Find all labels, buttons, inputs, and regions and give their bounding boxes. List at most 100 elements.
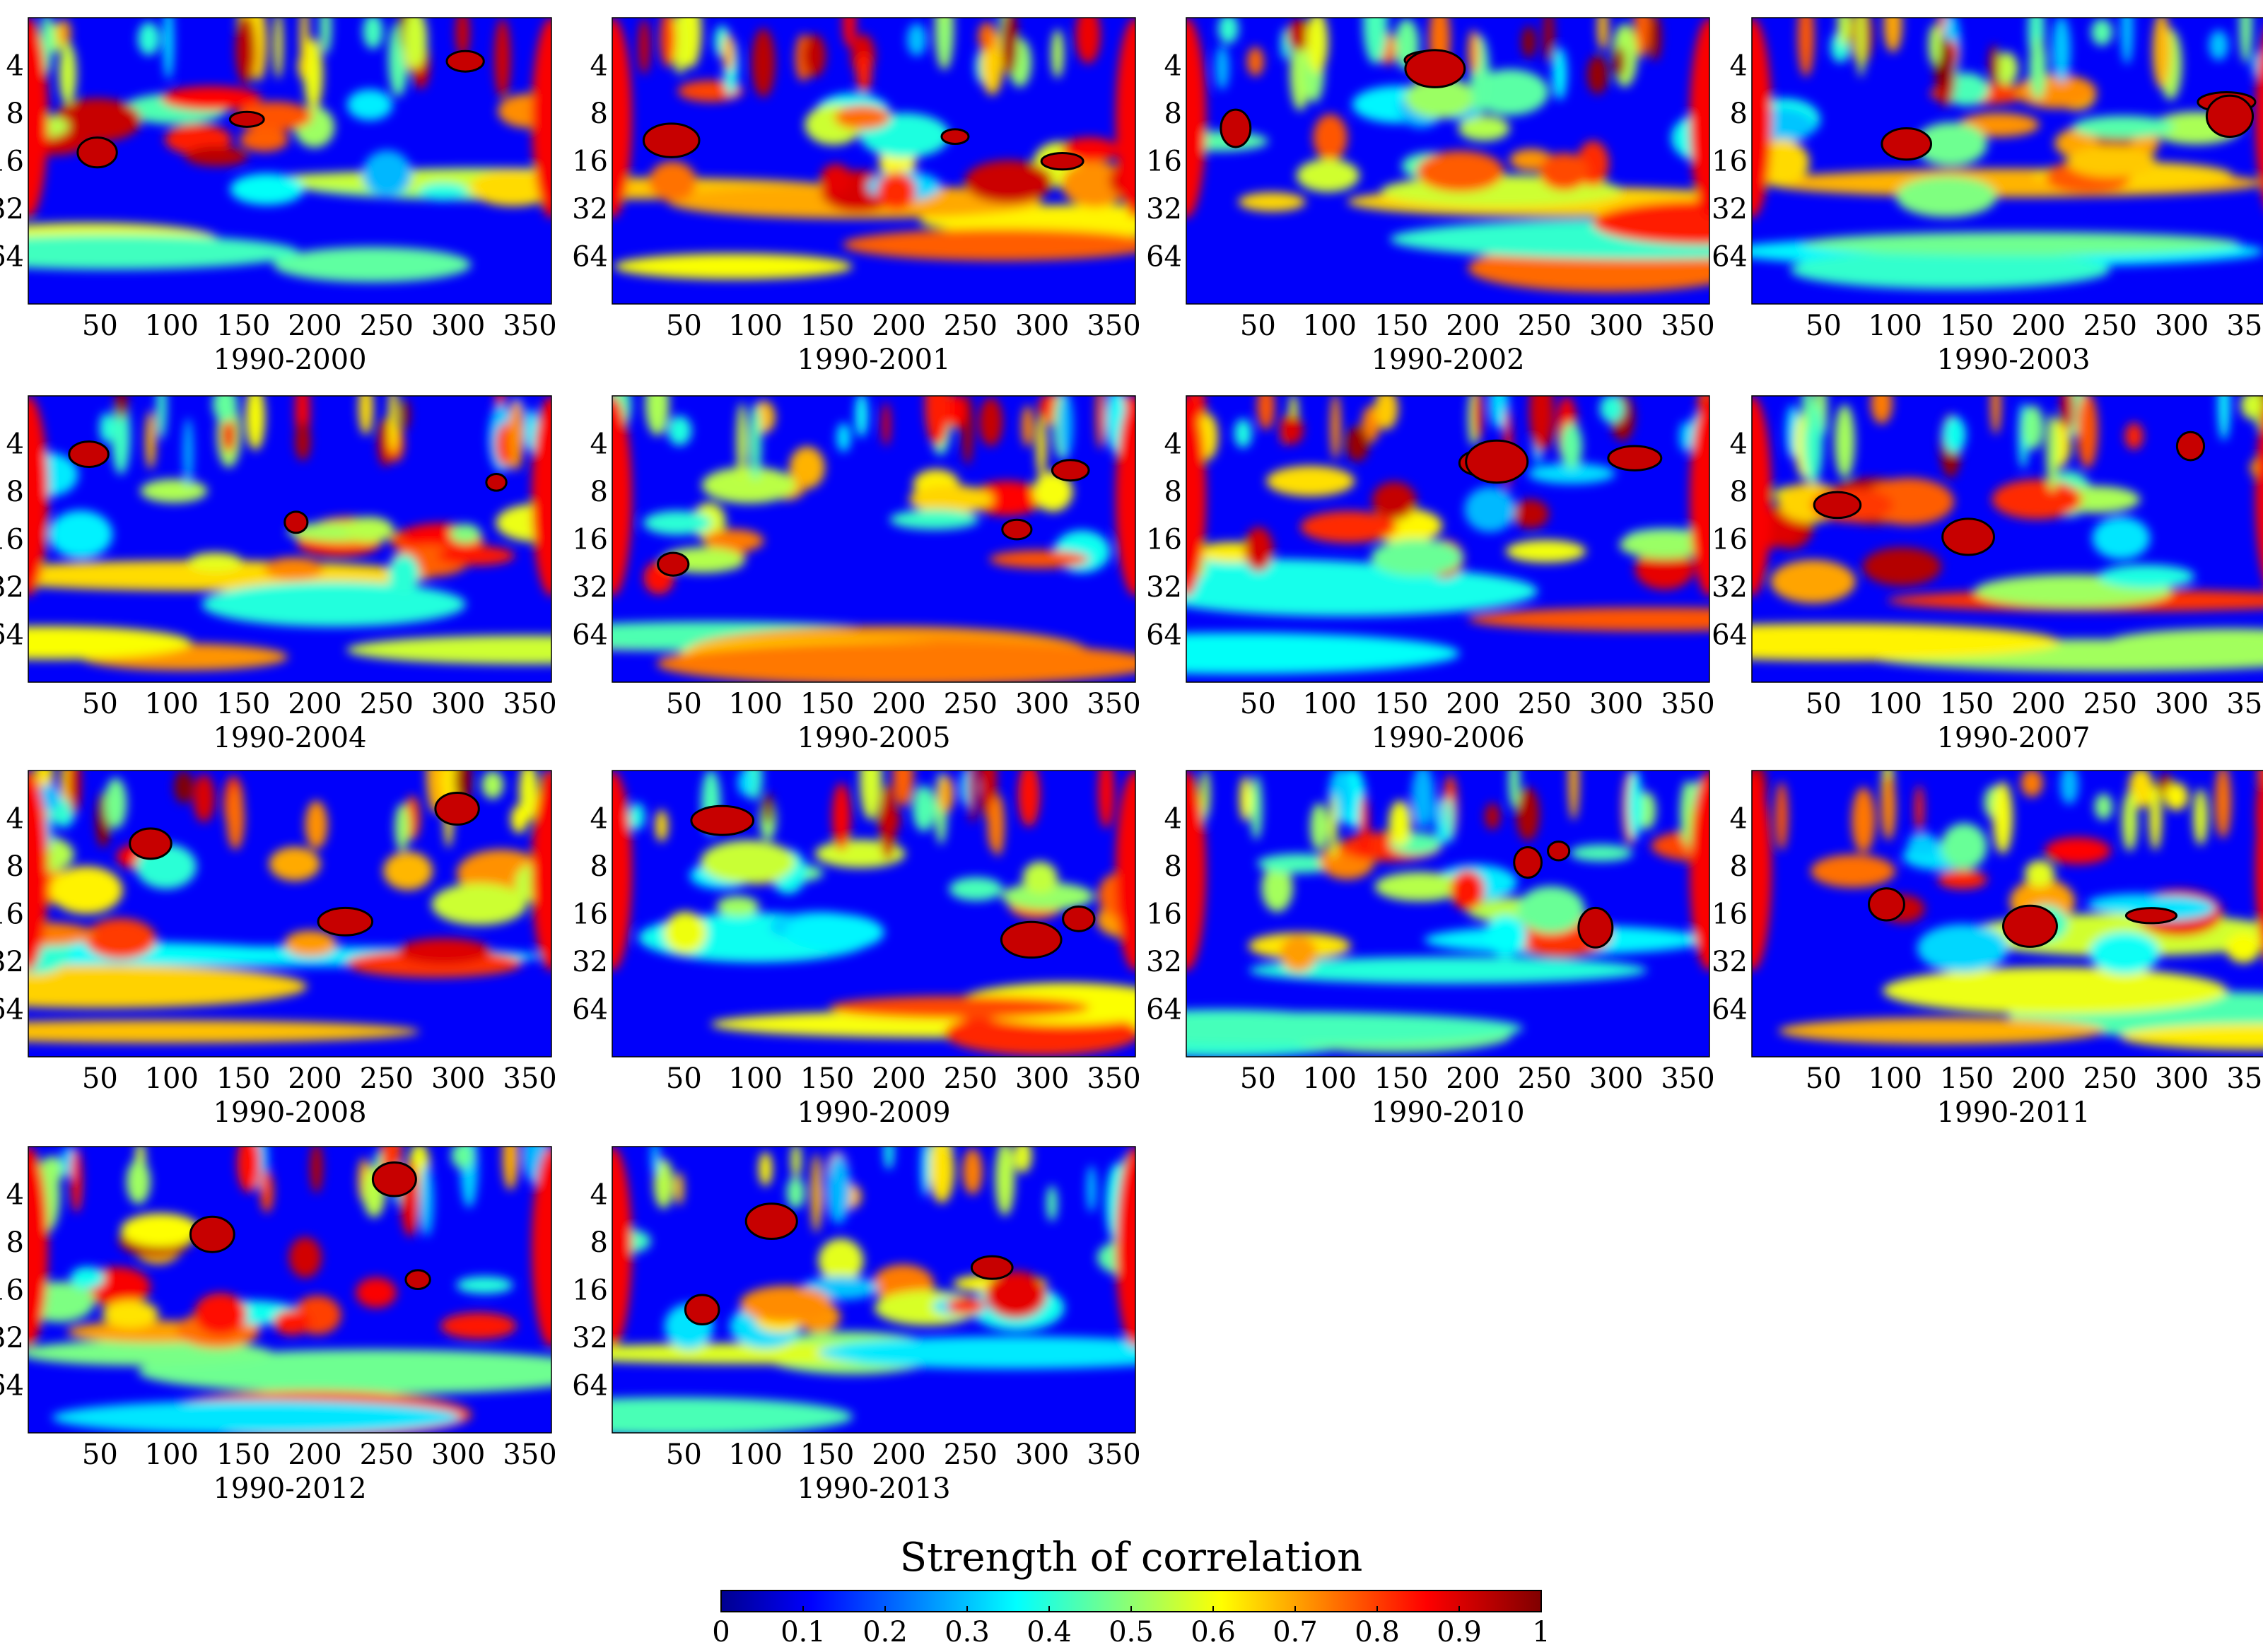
coherence-blob <box>1770 559 1856 604</box>
y-tick-label: 16 <box>572 898 608 931</box>
coherence-streak <box>723 34 735 72</box>
edge-left <box>28 396 48 597</box>
coherence-blob <box>784 913 884 951</box>
coherence-streak <box>2052 18 2071 83</box>
x-tick-label: 50 <box>1240 310 1276 342</box>
coherence-blob <box>2015 74 2097 109</box>
x-tick-label: 200 <box>2011 1062 2065 1095</box>
coherence-blob <box>889 509 979 530</box>
y-tick-label: 16 <box>0 146 24 178</box>
significance-contour <box>371 1161 417 1197</box>
coherence-blob <box>1512 499 1549 529</box>
coherence-streak <box>749 404 761 480</box>
coherence-field <box>1752 396 2263 672</box>
x-tick-label: 300 <box>2155 310 2209 342</box>
x-tick-label: 100 <box>729 1062 783 1095</box>
x-tick-label: 350 <box>1661 1062 1714 1095</box>
coherence-streak <box>1568 771 1579 821</box>
coherence-blob <box>28 452 78 497</box>
y-tick-label: 32 <box>1712 193 1748 225</box>
coherence-blob <box>1450 869 1485 910</box>
coherence-streak <box>1013 1147 1032 1173</box>
significance-contour <box>404 1269 431 1290</box>
coherence-blob <box>1372 481 1417 520</box>
y-tick-label: 8 <box>590 98 608 130</box>
coherence-blob <box>1416 151 1504 192</box>
coherence-blob <box>1261 864 1293 913</box>
x-tick-label: 50 <box>82 688 118 720</box>
x-tick-label: 300 <box>1015 310 1069 342</box>
coherence-band <box>28 626 192 660</box>
coherence-streak <box>1359 795 1369 859</box>
panel-title: 1990-2011 <box>1936 1096 2090 1129</box>
x-tick-label: 150 <box>1940 310 1994 342</box>
coherence-streak <box>2218 396 2230 441</box>
y-tick-label: 4 <box>590 803 608 836</box>
coherence-blob <box>388 553 420 594</box>
coherence-blob <box>877 172 916 210</box>
panel-title: 1990-2008 <box>213 1096 366 1129</box>
significance-contour <box>434 791 480 826</box>
significance-contour <box>189 1215 235 1253</box>
x-tick-label: 150 <box>1374 688 1428 720</box>
y-tick-label: 8 <box>590 476 608 508</box>
panel-frame <box>1751 770 2263 1058</box>
coherence-streak <box>1989 45 1999 85</box>
coherence-blob <box>1484 915 1527 957</box>
coherence-streak <box>1529 396 1554 452</box>
y-tick-label: 64 <box>572 619 608 652</box>
x-tick-label: 200 <box>1446 688 1499 720</box>
coherence-streak <box>1516 787 1540 841</box>
coherence-blob <box>1505 539 1586 563</box>
coherence-blob <box>643 510 712 535</box>
coherence-streak <box>1036 415 1047 479</box>
coherence-blob <box>1992 479 2082 520</box>
edge-right <box>532 1147 551 1347</box>
coherence-band <box>612 1397 853 1433</box>
coherence-field <box>612 771 1135 1056</box>
y-tick-label: 32 <box>0 571 24 604</box>
panel-frame <box>28 17 552 305</box>
coherence-streak <box>226 786 245 850</box>
coherence-streak <box>920 1147 930 1197</box>
coherence-band <box>1249 956 1647 984</box>
coherence-blob <box>288 1237 322 1278</box>
y-tick-label: 64 <box>0 619 24 652</box>
coherence-streak <box>221 417 236 453</box>
y-tick-label: 64 <box>0 241 24 274</box>
coherence-streak <box>2152 18 2171 88</box>
edge-left <box>612 396 632 597</box>
coherence-streak <box>1234 418 1252 448</box>
x-tick-label: 200 <box>872 310 925 342</box>
coherence-blob <box>440 1312 517 1340</box>
colorbar-tick-label: 0.4 <box>1027 1616 1072 1648</box>
coherence-streak <box>303 38 323 111</box>
x-tick-label: 100 <box>1303 310 1357 342</box>
colorbar-tick-label: 0.8 <box>1355 1616 1400 1648</box>
y-tick-label: 64 <box>1146 241 1182 274</box>
panel-plot <box>1752 18 2263 304</box>
panel-title: 1990-2013 <box>797 1472 950 1505</box>
x-tick-label: 350 <box>1087 310 1140 342</box>
coherence-streak <box>2060 771 2078 804</box>
coherence-band <box>346 635 551 664</box>
x-tick-label: 250 <box>944 1062 998 1095</box>
y-tick-label: 64 <box>572 1370 608 1402</box>
coherence-streak <box>1290 35 1311 111</box>
x-tick-label: 150 <box>1940 1062 1994 1095</box>
coherence-blob <box>1022 861 1058 894</box>
x-tick-label: 150 <box>1374 1062 1428 1095</box>
y-tick-label: 64 <box>0 1370 24 1402</box>
coherence-field <box>28 18 551 283</box>
significance-contour <box>1062 906 1096 932</box>
y-tick-label: 16 <box>0 524 24 556</box>
coherence-streak <box>860 771 882 821</box>
panel-frame <box>1186 395 1710 683</box>
coherence-streak <box>1411 771 1434 828</box>
coherence-streak <box>1943 416 1966 453</box>
y-tick-label: 16 <box>1146 898 1182 931</box>
significance-contour <box>2175 430 2206 462</box>
coherence-streak <box>1883 18 1902 53</box>
x-tick-label: 300 <box>2155 688 2209 720</box>
coherence-streak <box>1388 800 1412 847</box>
